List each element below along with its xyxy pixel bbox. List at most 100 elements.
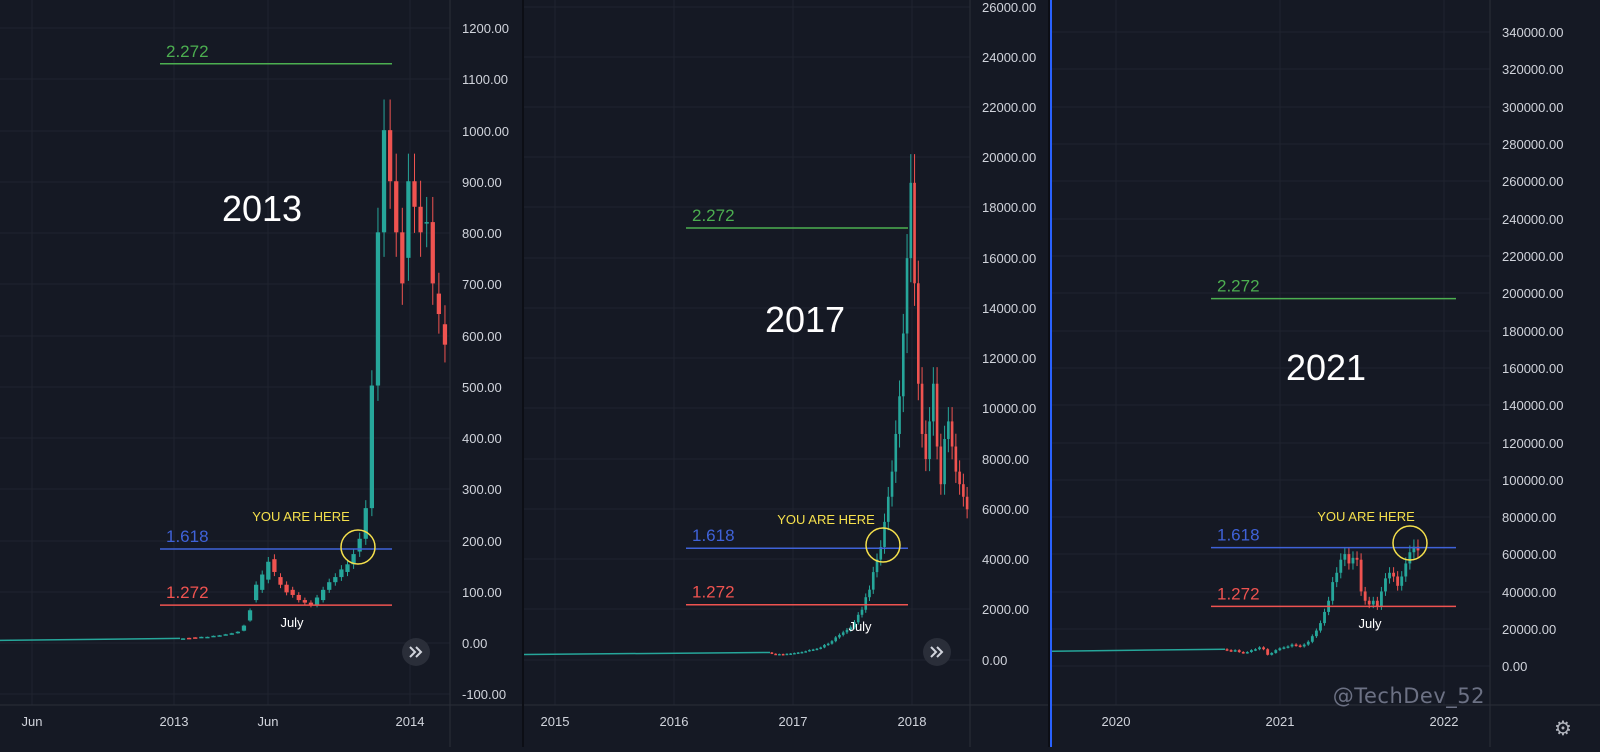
candle (811, 649, 815, 651)
price-tick-label: 900.00 (462, 175, 502, 190)
price-tick-label: 300.00 (462, 482, 502, 497)
candle (1371, 600, 1375, 605)
candle (815, 648, 819, 651)
candle (965, 496, 969, 510)
candle (235, 631, 240, 634)
time-tick-label: 2017 (779, 714, 808, 729)
early-price-line (1051, 648, 1226, 652)
candle (1343, 554, 1347, 560)
candle (375, 232, 381, 386)
candle (943, 438, 946, 485)
candle (845, 629, 849, 633)
scroll-right-icon[interactable] (923, 638, 951, 666)
july-label: July (1358, 616, 1382, 631)
candle (1412, 546, 1416, 553)
chart-panel-2013: 1200.00 1100.00 1000.00 900.00 800.00 700.00 6… (0, 0, 522, 747)
candle (928, 421, 931, 460)
candle (442, 324, 448, 345)
you-are-here-circle (865, 527, 901, 563)
candle (823, 644, 826, 648)
candle (1388, 572, 1391, 579)
price-tick-label: 800.00 (462, 226, 502, 241)
price-tick-label: 200.00 (462, 534, 502, 549)
price-tick-label: 12000.00 (982, 351, 1036, 366)
candle (1233, 650, 1237, 652)
july-label: July (848, 619, 872, 634)
price-tick-label: 24000.00 (982, 50, 1036, 65)
candle (418, 206, 423, 233)
time-tick-label: 2022 (1430, 714, 1459, 729)
candle (856, 614, 860, 623)
price-tick-label: 280000.00 (1502, 137, 1563, 152)
price-tick-label: 40000.00 (1502, 585, 1556, 600)
price-tick-label: 22000.00 (982, 100, 1036, 115)
price-tick-label: 26000.00 (982, 0, 1036, 15)
candle (1306, 641, 1310, 645)
candle (901, 333, 905, 397)
price-tick-label: 16000.00 (982, 251, 1036, 266)
price-tick-label: 200000.00 (1502, 286, 1563, 301)
candle (1367, 600, 1371, 605)
you-are-here-label: YOU ARE HERE (1317, 509, 1415, 524)
candle (894, 433, 898, 472)
candle (860, 609, 864, 615)
you-are-here-label: YOU ARE HERE (777, 512, 875, 527)
candle (1379, 591, 1383, 607)
candle (1347, 554, 1351, 564)
price-tick-label: 400.00 (462, 431, 502, 446)
candle (1266, 649, 1270, 655)
candle (864, 597, 868, 610)
panel-year-title: 2021 (1286, 347, 1366, 388)
candle (1323, 611, 1326, 624)
candle (819, 647, 823, 649)
you-are-here-circle (1392, 525, 1428, 561)
candle (793, 652, 796, 655)
candle (284, 584, 289, 593)
price-tick-label: 4000.00 (982, 552, 1029, 567)
candle (1310, 636, 1314, 642)
candle (254, 584, 259, 601)
candle (838, 634, 841, 638)
candle (357, 538, 362, 552)
time-tick-label: Jun (258, 714, 279, 729)
candle (804, 651, 807, 653)
candle (785, 653, 789, 656)
candle (774, 653, 777, 656)
gear-icon[interactable]: ⚙ (1554, 718, 1572, 740)
panel-year-title: 2013 (222, 188, 302, 229)
candle (278, 577, 283, 585)
scroll-right-icon[interactable] (402, 638, 430, 666)
price-tick-label: 340000.00 (1502, 25, 1563, 40)
price-tick-label: 100000.00 (1502, 473, 1563, 488)
candle (808, 649, 811, 652)
candle (321, 589, 326, 601)
candle (223, 634, 228, 636)
price-tick-label: 1100.00 (462, 72, 508, 87)
price-tick-label: 2000.00 (982, 602, 1029, 617)
candle (1282, 647, 1286, 649)
candle (1302, 644, 1306, 647)
candle (394, 181, 399, 233)
candle (1286, 646, 1290, 648)
fib-level-label: 2.272 (1217, 277, 1260, 296)
candle (436, 293, 441, 315)
price-tick-label: 300000.00 (1502, 100, 1563, 115)
time-tick-label: 2020 (1102, 714, 1131, 729)
time-tick-label: 2015 (541, 714, 570, 729)
candle (180, 638, 186, 640)
candle (849, 627, 853, 630)
candle (296, 594, 301, 601)
price-tick-label: 80000.00 (1502, 510, 1556, 525)
candle (875, 559, 879, 573)
candle (327, 582, 332, 590)
candle (217, 635, 222, 637)
candle (826, 643, 830, 646)
candle (932, 383, 935, 422)
candle (412, 181, 417, 207)
fib-level-label: 2.272 (166, 42, 209, 61)
candle (868, 589, 871, 598)
candle (314, 597, 320, 606)
candle (351, 554, 356, 565)
candle (781, 653, 785, 656)
